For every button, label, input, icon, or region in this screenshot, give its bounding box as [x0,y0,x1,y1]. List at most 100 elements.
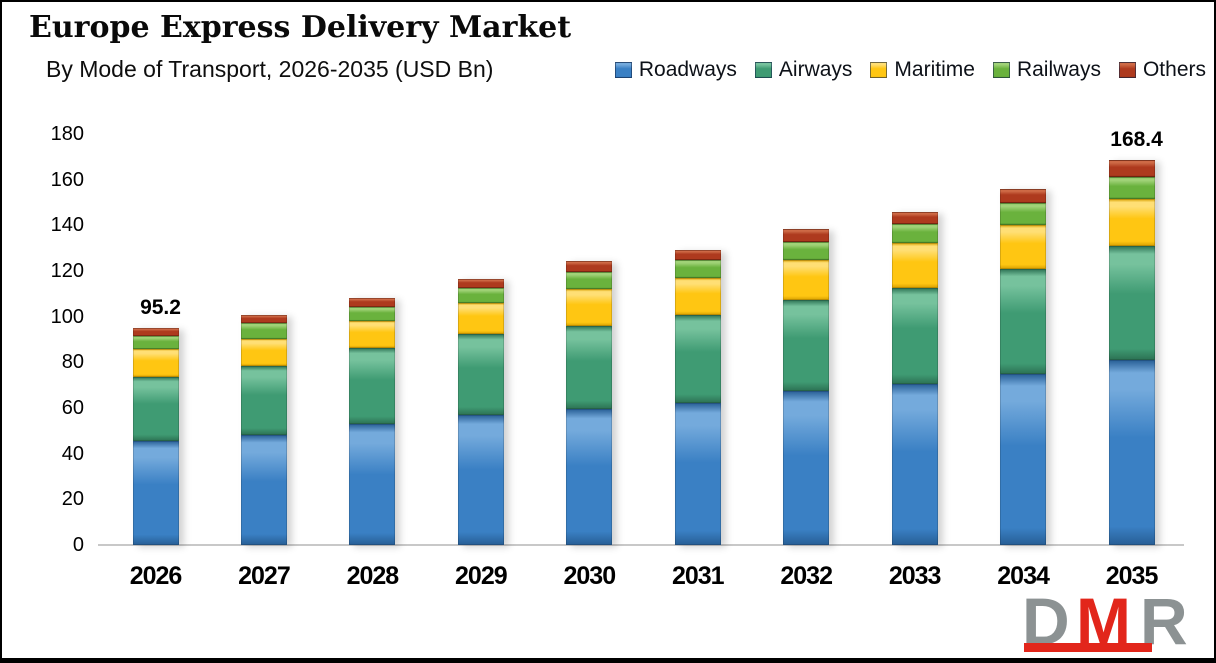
stacked-bar-2032 [783,228,830,545]
bar-segment-roadways-2026 [132,441,179,545]
bar-segment-maritime-2029 [457,303,504,335]
legend-swatch-others-icon [1118,62,1136,78]
bar-segment-airways-2027 [240,366,287,436]
bar-segment-railways-2031 [674,259,721,278]
chart-title: Europe Express Delivery Market [29,10,572,45]
y-axis-tick-label: 20 [61,488,84,511]
bar-segment-maritime-2027 [240,338,287,367]
bar-segment-others-2032 [783,228,830,242]
y-axis-tick-label: 80 [61,351,84,374]
bar-segment-railways-2029 [457,287,504,304]
legend-label: Airways [778,58,853,81]
x-axis-line [98,544,1184,546]
legend-label: Railways [1016,58,1101,81]
bar-segment-roadways-2032 [783,391,830,545]
x-axis-label-2034: 2034 [997,562,1050,590]
stacked-bar-2027 [240,314,287,545]
bar-segment-railways-2035 [1108,176,1155,199]
legend-item-maritime: Maritime [870,58,975,82]
bar-segment-airways-2026 [132,377,179,442]
legend-item-airways: Airways [754,58,853,82]
bar-segment-others-2031 [674,249,721,260]
bar-segment-roadways-2030 [566,409,613,545]
y-axis-tick-label: 40 [61,442,84,465]
legend-label: Roadways [638,58,737,81]
bar-segment-roadways-2028 [349,424,396,545]
bar-segment-roadways-2031 [674,403,721,545]
stacked-bar-2031 [674,249,721,545]
bar-segment-maritime-2026 [132,349,179,378]
chart-subtitle: By Mode of Transport, 2026-2035 (USD Bn) [46,56,494,82]
legend-label: Maritime [894,58,975,81]
x-axis-label-2030: 2030 [563,562,616,590]
stacked-bar-2033 [891,211,938,545]
x-axis-label-2033: 2033 [888,562,942,590]
bar-segment-railways-2032 [783,241,830,260]
stacked-bar-2035 [1108,160,1155,545]
bar-segment-maritime-2033 [891,242,938,288]
bar-segment-maritime-2031 [674,277,721,315]
stacked-bar-2030 [566,260,613,545]
x-axis-label-2026: 2026 [129,562,183,590]
legend-label: Others [1142,58,1206,81]
x-axis-label-2027: 2027 [238,562,291,590]
bar-segment-roadways-2035 [1108,360,1155,545]
bar-segment-airways-2034 [1000,268,1047,375]
y-axis-tick-label: 100 [50,305,84,328]
legend: Roadways Airways Maritime Railways Others [614,58,1206,82]
bar-segment-railways-2027 [240,322,287,339]
bar-segment-maritime-2028 [349,320,396,349]
x-axis-label-2031: 2031 [671,562,725,590]
bar-segment-maritime-2030 [566,288,613,326]
x-axis-label-2029: 2029 [455,562,508,590]
y-axis-tick-label: 60 [61,397,84,419]
bar-segment-airways-2032 [783,299,830,392]
stacked-bar-2029 [457,278,504,545]
bar-segment-railways-2033 [891,223,938,243]
bar-segment-others-2034 [1000,188,1047,203]
legend-swatch-roadways-icon [614,62,632,78]
legend-item-roadways: Roadways [614,58,737,82]
bar-segment-airways-2028 [349,348,396,425]
bar-segment-others-2029 [457,278,504,288]
bar-segment-maritime-2035 [1108,198,1155,246]
bar-segment-railways-2026 [132,336,179,350]
bar-segment-railways-2034 [1000,202,1047,225]
bar-segment-airways-2029 [457,334,504,416]
bar-segment-others-2028 [349,297,396,307]
total-value-label-2035: 168.4 [1110,128,1163,152]
y-axis-tick-label: 160 [50,168,84,191]
bar-segment-railways-2030 [566,271,613,289]
bar-segment-maritime-2034 [1000,224,1047,269]
stacked-bar-2034 [1000,188,1047,545]
bar-segment-others-2026 [132,327,179,337]
x-axis-label-2028: 2028 [346,562,400,590]
y-axis-tick-label: 0 [72,534,84,556]
y-axis-tick-label: 120 [50,260,84,282]
bar-segment-roadways-2034 [1000,374,1047,545]
y-axis-tick-label: 140 [50,214,84,237]
bar-segment-airways-2033 [891,287,938,385]
bar-segment-maritime-2032 [783,259,830,300]
bar-segment-roadways-2029 [457,415,504,545]
legend-swatch-railways-icon [992,62,1010,78]
x-axis-label-2035: 2035 [1105,562,1159,590]
bar-segment-airways-2030 [566,325,613,410]
total-value-label-2026: 95.2 [140,295,181,319]
bar-segment-others-2027 [240,314,287,323]
logo-underline [1024,643,1152,652]
bar-segment-others-2033 [891,211,938,224]
bar-segment-airways-2031 [674,314,721,404]
bar-segment-others-2035 [1108,160,1155,177]
stacked-bar-2028 [349,297,396,545]
legend-swatch-maritime-icon [870,62,888,78]
legend-swatch-airways-icon [754,62,772,78]
bar-segment-roadways-2027 [240,435,287,545]
bar-segment-airways-2035 [1108,245,1155,361]
x-axis-label-2032: 2032 [780,562,833,590]
bar-segment-others-2030 [566,260,613,272]
legend-item-railways: Railways [992,58,1101,82]
